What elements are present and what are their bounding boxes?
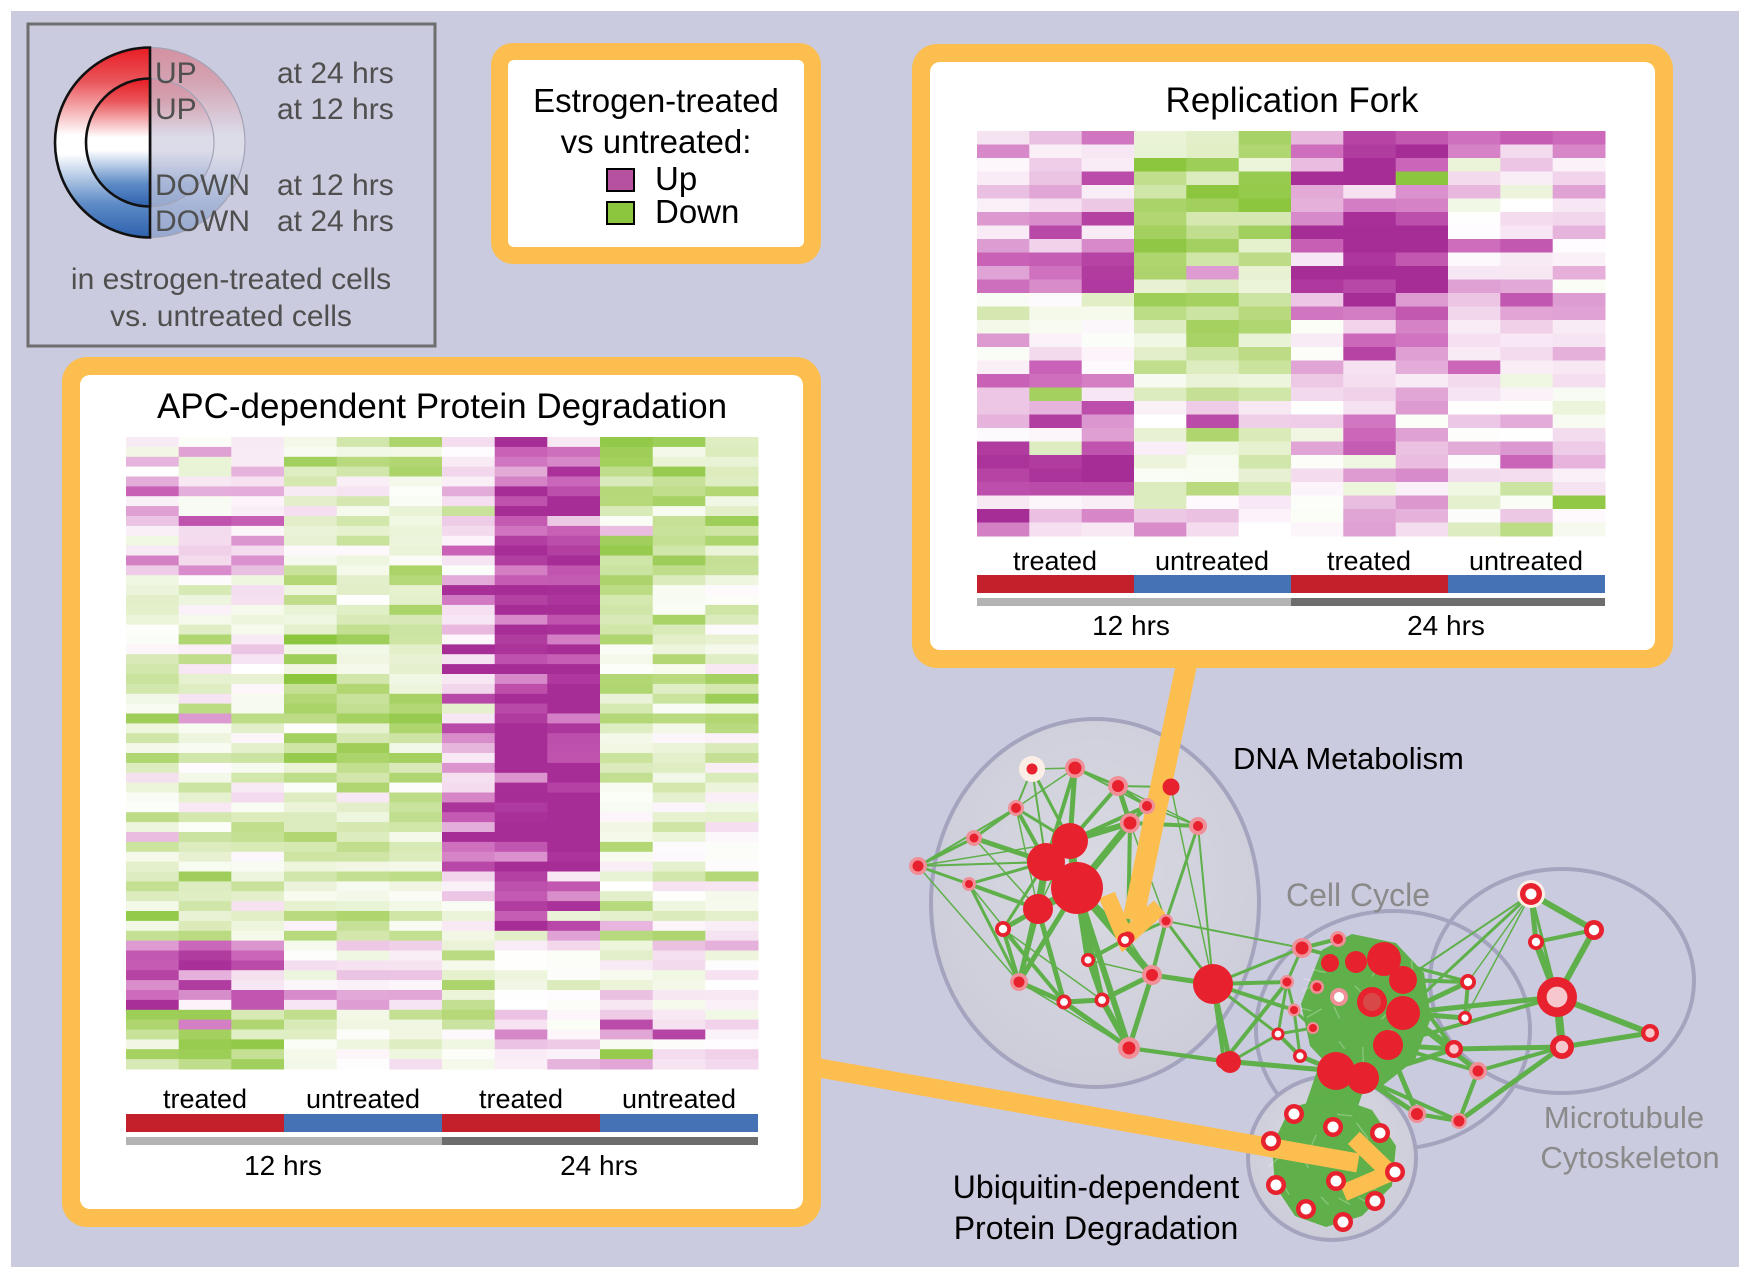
svg-text:at 24 hrs: at 24 hrs [277,57,394,90]
svg-text:vs untreated:: vs untreated: [561,123,752,160]
svg-text:treated: treated [1327,546,1411,576]
svg-text:at 24 hrs: at 24 hrs [277,205,394,238]
svg-text:APC-dependent Protein Degradat: APC-dependent Protein Degradation [157,387,727,426]
svg-text:Estrogen-treated: Estrogen-treated [533,82,779,119]
svg-text:Down: Down [655,193,739,230]
svg-text:at 12 hrs: at 12 hrs [277,169,394,202]
svg-text:UP: UP [155,57,197,90]
svg-text:12 hrs: 12 hrs [244,1150,322,1181]
svg-text:untreated: untreated [1469,546,1583,576]
svg-text:Ubiquitin-dependent: Ubiquitin-dependent [953,1169,1240,1205]
svg-text:untreated: untreated [1155,546,1269,576]
svg-text:Microtubule: Microtubule [1544,1100,1704,1135]
svg-text:treated: treated [479,1084,563,1114]
svg-text:24 hrs: 24 hrs [1407,610,1485,641]
svg-text:treated: treated [163,1084,247,1114]
svg-text:treated: treated [1013,546,1097,576]
svg-text:UP: UP [155,93,197,126]
svg-text:Cell Cycle: Cell Cycle [1286,877,1430,913]
svg-text:DNA Metabolism: DNA Metabolism [1233,741,1464,776]
svg-text:Protein Degradation: Protein Degradation [954,1210,1239,1246]
svg-text:DOWN: DOWN [155,205,250,238]
svg-text:vs. untreated cells: vs. untreated cells [110,300,352,333]
svg-text:12 hrs: 12 hrs [1092,610,1170,641]
svg-text:24 hrs: 24 hrs [560,1150,638,1181]
svg-text:in estrogen-treated cells: in estrogen-treated cells [71,263,391,296]
svg-text:untreated: untreated [622,1084,736,1114]
svg-text:DOWN: DOWN [155,169,250,202]
svg-text:Replication Fork: Replication Fork [1166,81,1419,120]
svg-text:untreated: untreated [306,1084,420,1114]
svg-text:at 12 hrs: at 12 hrs [277,93,394,126]
svg-text:Up: Up [655,160,697,197]
svg-text:Cytoskeleton: Cytoskeleton [1540,1140,1719,1175]
